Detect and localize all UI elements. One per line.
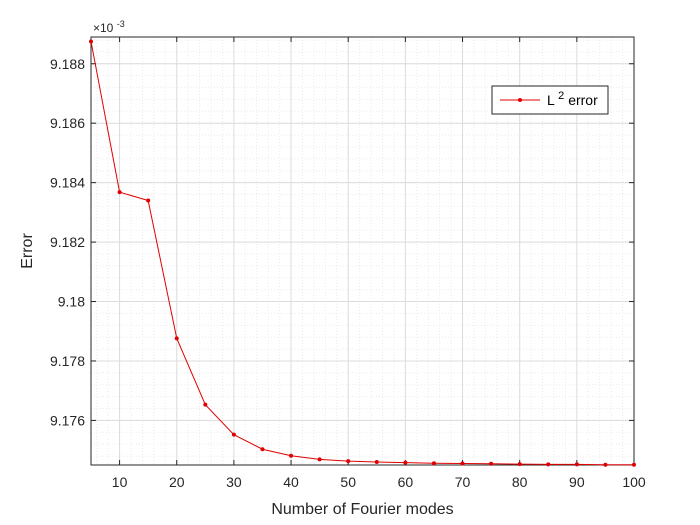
data-point [403, 460, 408, 465]
x-tick-label: 50 [340, 474, 356, 490]
data-point [317, 457, 322, 462]
y-tick-label: 9.178 [50, 353, 85, 369]
data-point [231, 432, 236, 437]
legend: L 2 error [491, 85, 609, 115]
data-point [517, 462, 522, 467]
data-point [260, 447, 265, 452]
x-tick-label: 60 [398, 474, 414, 490]
x-tick-label: 90 [569, 474, 585, 490]
data-point [603, 462, 608, 467]
data-point [574, 462, 579, 467]
y-exponent-base: ×10 [93, 21, 114, 35]
x-tick-label: 100 [622, 474, 646, 490]
y-axis-label: Error [19, 233, 36, 269]
data-point [203, 402, 208, 407]
legend-entry: L 2 error [547, 86, 598, 108]
data-point [346, 459, 351, 464]
y-tick-label: 9.184 [50, 175, 85, 191]
data-point [632, 462, 636, 467]
data-point [289, 453, 294, 458]
legend-series-suffix: error [568, 92, 598, 108]
data-point [546, 462, 551, 467]
data-point [374, 460, 379, 465]
data-point [174, 336, 179, 341]
y-tick-label: 9.176 [50, 412, 85, 428]
y-exponent-label: ×10 -3 [93, 19, 125, 35]
x-tick-label: 20 [169, 474, 185, 490]
data-point [460, 461, 465, 466]
data-point [89, 39, 93, 44]
y-tick-labels: 9.176 9.178 9.18 9.182 9.184 9.186 9.188 [50, 56, 85, 429]
series-layer [89, 39, 636, 467]
y-tick-label: 9.186 [50, 115, 85, 131]
x-tick-label: 30 [226, 474, 242, 490]
x-tick-label: 80 [512, 474, 528, 490]
x-tick-label: 40 [283, 474, 299, 490]
x-tick-label: 10 [112, 474, 128, 490]
data-point [489, 461, 494, 466]
plot-frame [90, 36, 635, 466]
y-exponent-power: -3 [117, 19, 125, 29]
x-axis-label: Number of Fourier modes [271, 501, 453, 518]
legend-marker-sample [518, 98, 522, 102]
series-line [90, 41, 634, 466]
data-point [146, 198, 151, 203]
x-tick-label: 70 [455, 474, 471, 490]
x-tick-labels: 10 20 30 40 50 60 70 80 90 100 [112, 474, 646, 490]
y-tick-label: 9.188 [50, 56, 85, 72]
data-point [117, 190, 122, 195]
legend-series-name: L [547, 92, 555, 108]
data-point [431, 461, 436, 466]
y-tick-label: 9.18 [58, 294, 85, 310]
legend-series-superscript: 2 [558, 90, 564, 102]
y-tick-label: 9.182 [50, 234, 85, 250]
